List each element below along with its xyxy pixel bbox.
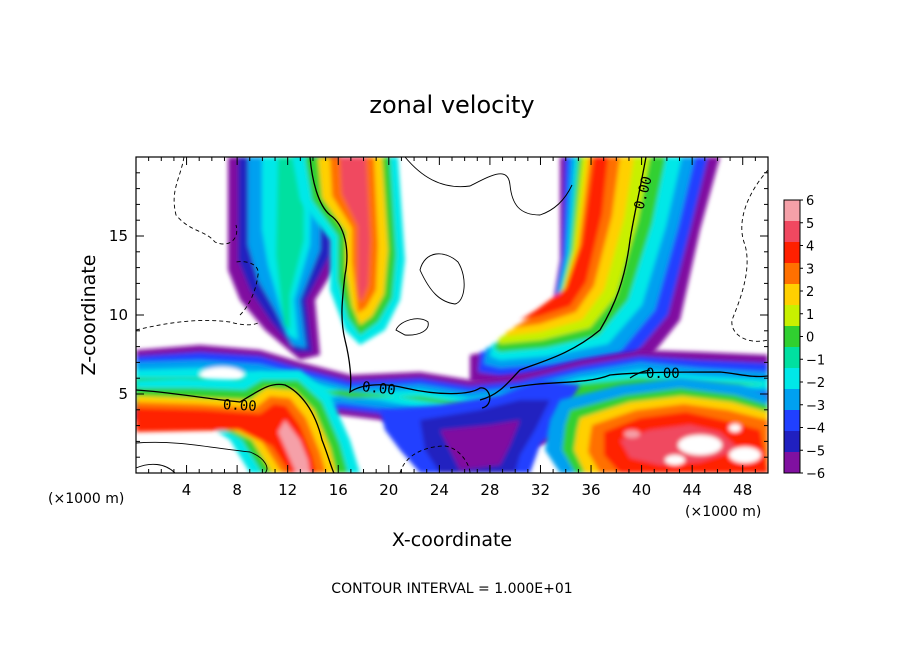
x-tick-label: 8 [232,481,242,499]
colorbar-label: −4 [806,422,825,437]
colorbar: 6 5 4 3 2 1 0 −1 −2 −3 −4 −5 −6 [783,194,825,482]
colorbar-label: −3 [806,399,825,414]
x-axis-ticks: 4 8 12 16 20 24 28 32 36 40 44 48 [148,157,756,499]
y-tick-label: 10 [109,306,128,324]
colorbar-label: 6 [806,194,814,209]
colorbar-swatch [784,326,800,348]
chart-title: zonal velocity [369,91,534,119]
contour-interval-note: CONTOUR INTERVAL = 1.000E+01 [331,581,572,597]
x-tick-label: 16 [329,481,348,499]
lower-middle-cold-region [380,380,580,473]
x-tick-label: 12 [278,481,297,499]
x-tick-label: 4 [182,481,192,499]
right-broad-jet [470,157,720,385]
x-tick-label: 44 [683,481,702,499]
central-column [292,157,405,345]
colorbar-swatch [784,305,800,327]
x-tick-label: 32 [531,481,550,499]
x-tick-label: 20 [379,481,398,499]
x-tick-label: 24 [430,481,449,499]
heatmap-field: 0.00 0.00 0.00 0.00 [136,157,768,473]
x-unit-left: (×1000 m) [48,491,124,507]
x-axis-label: X-coordinate [392,529,512,551]
zero-contour-lines [136,157,768,473]
x-tick-label: 36 [581,481,600,499]
colorbar-label: 2 [806,285,814,300]
colorbar-label: 0 [806,331,814,346]
lower-right-turbulent-region [545,378,768,473]
x-tick-label: 48 [733,481,752,499]
colorbar-swatch [784,389,800,411]
colorbar-label: 5 [806,217,814,232]
colorbar-label: 1 [806,308,814,323]
colorbar-label: −2 [806,376,825,391]
contour-lines [136,157,768,473]
x-tick-label: 28 [480,481,499,499]
colorbar-swatch [784,410,800,432]
colorbar-swatch [784,431,800,453]
colorbar-swatch [784,221,800,243]
contour-label: 0.00 [223,397,258,415]
colorbar-label: 4 [806,240,814,255]
y-tick-label: 5 [118,385,128,403]
colorbar-swatch [784,200,800,222]
colorbar-swatch [784,242,800,264]
colorbar-swatch [784,284,800,306]
colorbar-label: −5 [806,444,825,459]
x-tick-label: 40 [632,481,651,499]
colorbar-label: −6 [806,467,825,482]
y-axis-label: Z-coordinate [78,255,100,376]
colorbar-swatch [784,368,800,390]
colorbar-swatch [784,347,800,369]
y-tick-label: 15 [109,227,128,245]
contour-label: 0.00 [646,366,680,382]
y-axis-ticks: 5 10 15 [109,172,768,458]
colorbar-swatch [784,452,800,474]
colorbar-label: −1 [806,353,825,368]
colorbar-swatch [784,263,800,285]
contour-label: 0.00 [361,379,396,398]
colorbar-label: 3 [806,262,814,277]
x-unit-right: (×1000 m) [685,504,761,520]
